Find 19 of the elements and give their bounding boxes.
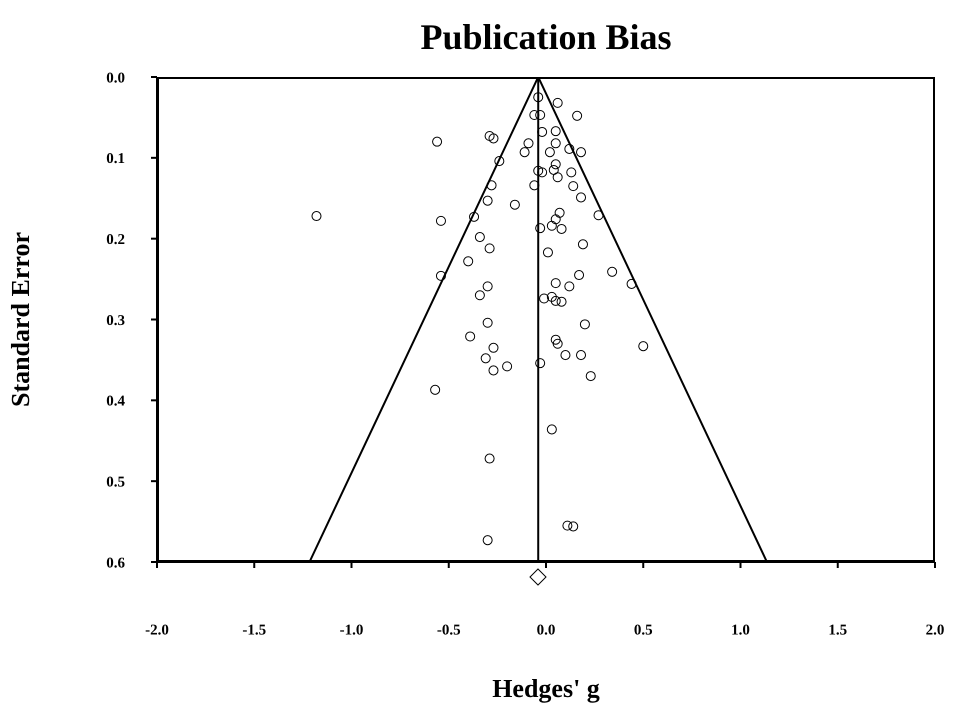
y-tick-label: 0.4 bbox=[106, 394, 126, 410]
y-tick-label: 0.2 bbox=[106, 232, 125, 248]
x-tick-label: 1.5 bbox=[828, 622, 848, 639]
x-tick-label: -2.0 bbox=[145, 622, 169, 639]
x-tick-label: 2.0 bbox=[926, 622, 944, 639]
x-tick-label: 0.0 bbox=[536, 622, 556, 639]
x-tick-label: -0.5 bbox=[436, 622, 461, 639]
chart-title: Publication Bias bbox=[419, 16, 673, 58]
x-tick-label: -1.0 bbox=[340, 622, 364, 639]
y-tick-label: 0.5 bbox=[106, 474, 125, 490]
x-tick-label: 1.0 bbox=[731, 622, 750, 639]
x-axis-title: Hedges' g bbox=[492, 674, 600, 703]
y-tick-label: 0.0 bbox=[106, 70, 125, 86]
y-tick-label: 0.6 bbox=[106, 555, 126, 572]
x-tick-label: 0.5 bbox=[634, 622, 653, 639]
y-tick-label: 0.1 bbox=[106, 151, 125, 168]
y-tick-label: 0.3 bbox=[106, 312, 125, 329]
y-axis-title: Standard Error bbox=[6, 232, 36, 408]
x-tick-label: -1.5 bbox=[242, 622, 266, 639]
